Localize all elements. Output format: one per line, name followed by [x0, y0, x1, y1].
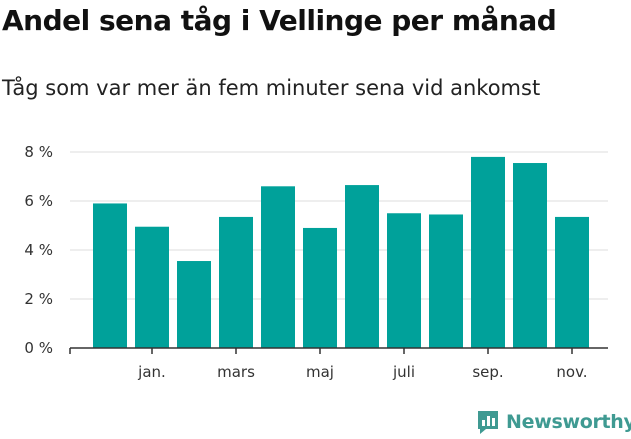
x-tick-label: nov.	[556, 363, 587, 381]
bar-aug.	[429, 214, 463, 348]
y-tick-label: 4 %	[24, 241, 53, 259]
bar-okt.	[513, 163, 547, 348]
x-tick-label: maj	[306, 363, 334, 381]
brand-name: Newsworthy	[506, 411, 631, 433]
bar-feb.	[177, 261, 211, 348]
y-tick-label: 2 %	[24, 290, 53, 308]
bar-maj	[303, 227, 337, 348]
x-axis	[69, 347, 608, 354]
bar-sep.	[471, 156, 505, 348]
newsworthy-logo: Newsworthy	[476, 409, 631, 435]
y-tick-label: 6 %	[24, 192, 53, 210]
bar-april	[261, 186, 295, 348]
x-tick-label: mars	[217, 363, 255, 381]
x-tick-labels: jan. mars maj juli sep. nov.	[137, 363, 587, 381]
bar-dec.	[93, 203, 127, 348]
x-tick-label: sep.	[472, 363, 503, 381]
y-tick-labels: 0 % 2 % 4 % 6 % 8 %	[24, 143, 53, 357]
bar-juni	[345, 185, 379, 348]
x-tick-label: juli	[392, 363, 415, 381]
bar-juli	[387, 213, 421, 348]
chart-subtitle: Tåg som var mer än fem minuter sena vid …	[2, 76, 541, 100]
bars	[93, 156, 589, 348]
chart-title: Andel sena tåg i Vellinge per månad	[2, 4, 557, 37]
y-tick-label: 8 %	[24, 143, 53, 161]
x-tick-label: jan.	[137, 363, 166, 381]
bar-mars	[219, 216, 253, 348]
newsworthy-icon	[478, 411, 498, 434]
bar-nov.	[555, 216, 589, 348]
bar-jan.	[135, 226, 169, 348]
y-tick-label: 0 %	[24, 339, 53, 357]
bar-chart: 0 % 2 % 4 % 6 % 8 % jan. mars maj juli sep. nov.	[24, 143, 608, 381]
